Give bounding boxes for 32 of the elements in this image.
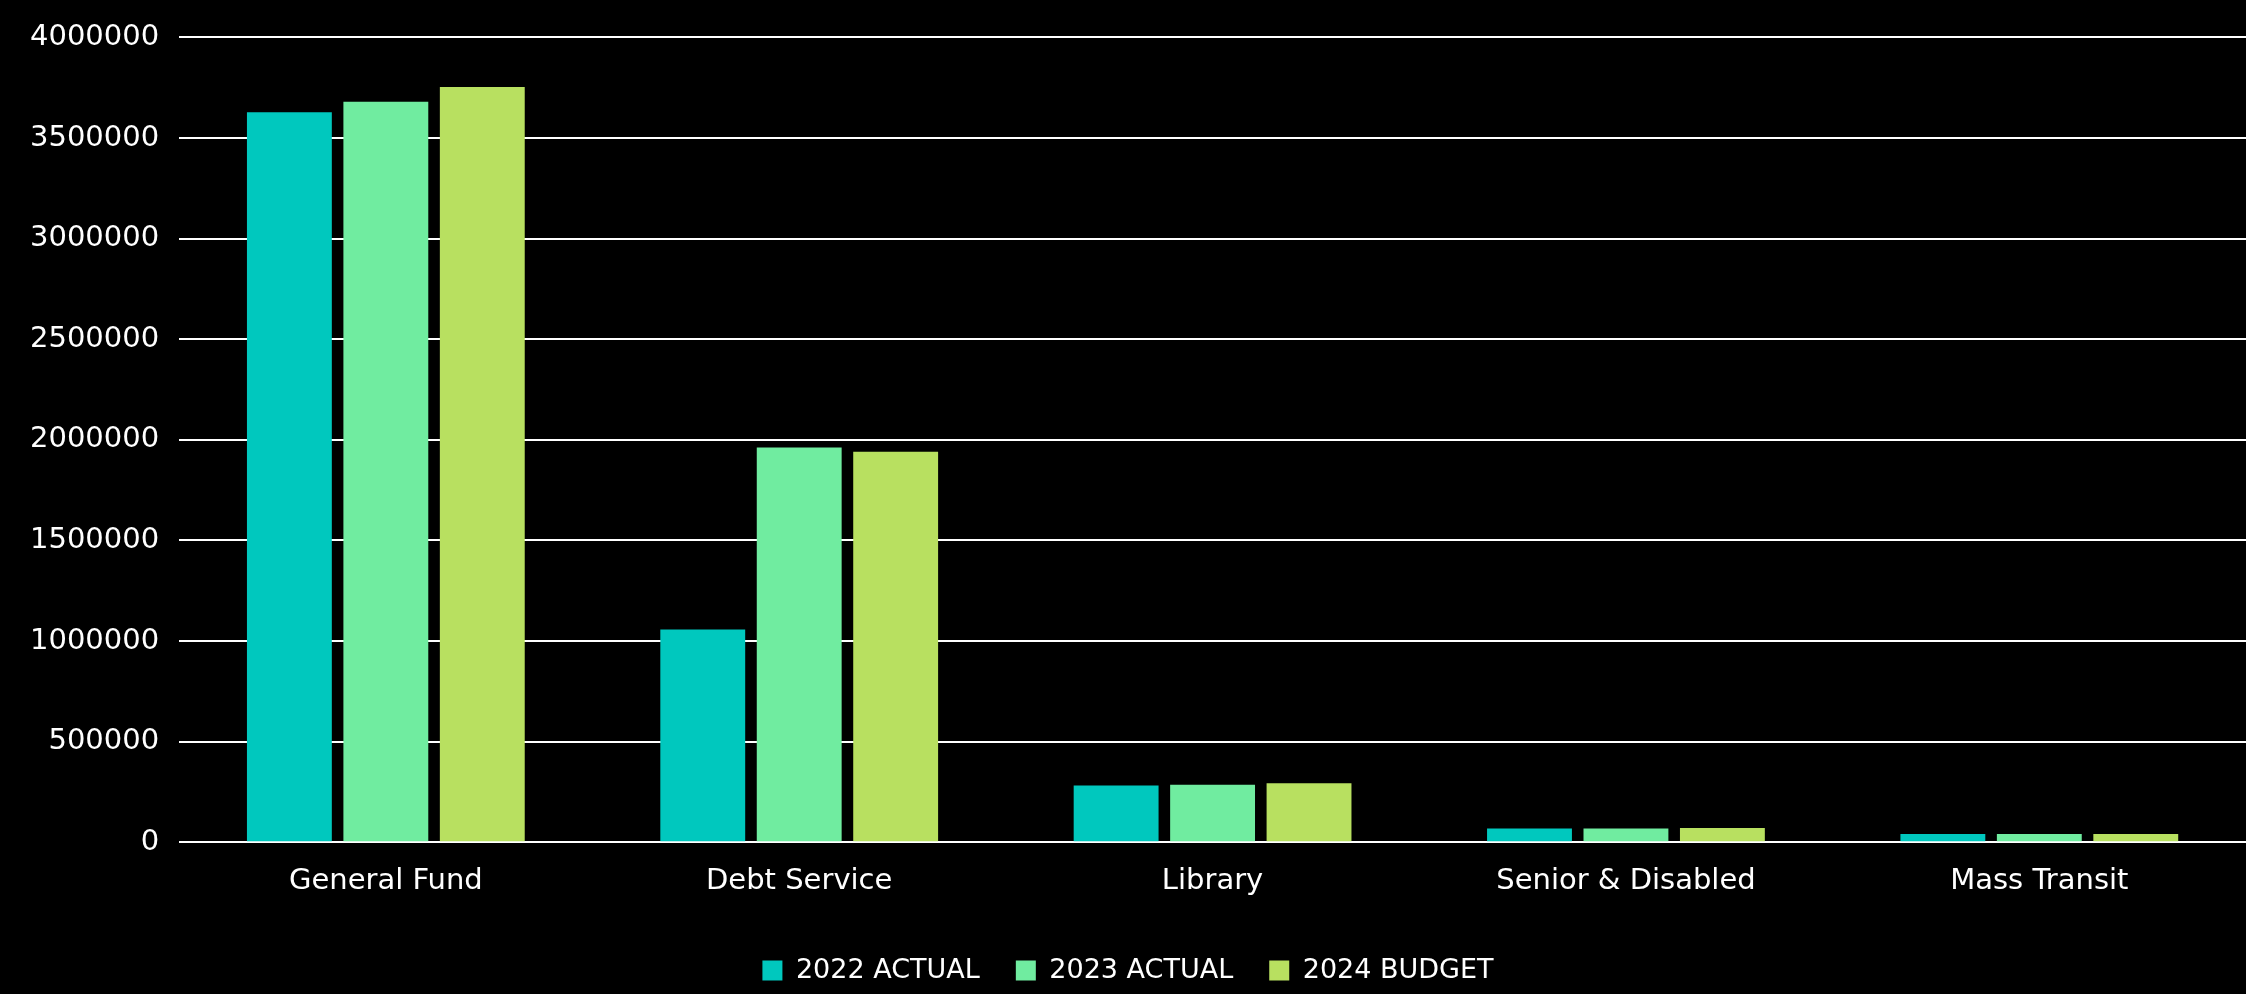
legend-label: 2023 ACTUAL — [1049, 952, 1234, 984]
bar — [1487, 828, 1572, 842]
bar — [853, 451, 939, 842]
y-tick-label: 500000 — [48, 722, 160, 757]
bar — [1900, 833, 1986, 842]
x-tick-label: Debt Service — [706, 862, 893, 897]
x-tick-label: Mass Transit — [1950, 862, 2129, 897]
bar — [1170, 784, 1256, 842]
bar — [1996, 833, 2082, 842]
x-tick-label: Senior & Disabled — [1496, 862, 1756, 897]
y-tick-label: 4000000 — [30, 17, 160, 52]
x-tick-label: Library — [1161, 862, 1264, 897]
bar — [1583, 828, 1669, 842]
y-tick-label: 0 — [140, 822, 160, 857]
bar — [246, 112, 332, 842]
bar — [1073, 785, 1159, 842]
bar — [1266, 783, 1352, 842]
y-tick-label: 3500000 — [30, 118, 160, 153]
x-tick-label: General Fund — [288, 862, 483, 897]
y-tick-label: 1000000 — [30, 621, 160, 656]
y-tick-label: 2000000 — [30, 420, 160, 455]
y-tick-label: 3000000 — [30, 219, 160, 254]
bar — [756, 447, 842, 842]
bar — [1679, 827, 1765, 842]
y-tick-label: 2500000 — [30, 319, 160, 354]
bar — [439, 87, 525, 842]
bar — [343, 101, 429, 842]
y-tick-label: 1500000 — [30, 520, 160, 555]
bar — [660, 629, 746, 842]
legend-label: 2024 BUDGET — [1302, 952, 1495, 984]
legend-label: 2022 ACTUAL — [795, 952, 980, 984]
bar — [2093, 833, 2179, 842]
